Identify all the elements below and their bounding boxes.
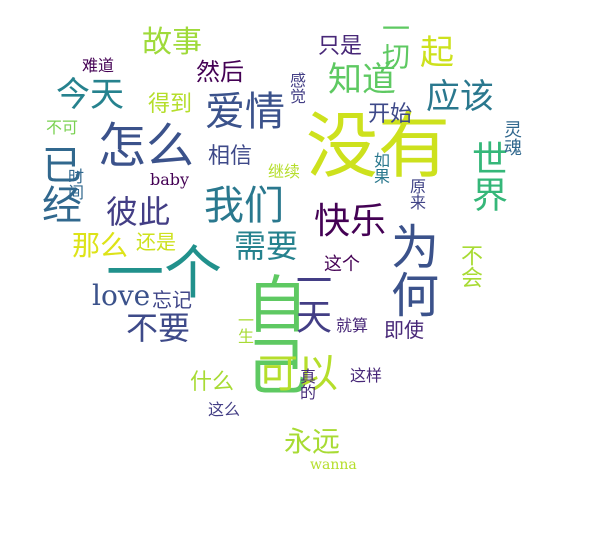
word-zhishi: 只是 — [318, 34, 363, 59]
word-shenme: 什么 — [190, 370, 235, 395]
word-baby: baby — [150, 170, 190, 189]
word-buyao: 不要 — [126, 309, 191, 347]
word-yuanlai: 原来 — [407, 178, 426, 210]
word-ruguo: 如果 — [371, 152, 390, 184]
word-meiyou: 没有 — [306, 104, 451, 188]
word-zheyang: 这样 — [350, 366, 383, 385]
word-kaishi: 开始 — [368, 102, 413, 127]
word-weihe: 为何 — [382, 222, 438, 318]
word-qi: 起 — [420, 33, 454, 73]
word-jixu: 继续 — [268, 162, 301, 181]
word-aiqing: 爱情 — [205, 89, 285, 135]
word-zhege: 这个 — [324, 254, 360, 275]
word-keyi: 可以 — [258, 351, 338, 397]
word-bici: 彼此 — [106, 193, 171, 231]
word-xiangxin: 相信 — [208, 144, 253, 169]
word-dedao: 得到 — [148, 92, 193, 117]
word-name: 那么 — [72, 229, 129, 262]
word-yige: 一个 — [106, 239, 223, 307]
word-gushi: 故事 — [142, 25, 202, 60]
word-buhui: 不会 — [457, 244, 482, 288]
word-yiqie: 一切 — [378, 14, 411, 70]
word-ranhou: 然后 — [196, 58, 244, 86]
word-jintian: 今天 — [56, 75, 124, 115]
word-yijing: 已经 — [35, 144, 81, 224]
word-haishi: 还是 — [136, 230, 176, 254]
word-zenme: 怎么 — [98, 118, 195, 174]
word-yongyuan: 永远 — [284, 425, 341, 458]
word-zhidao: 知道 — [328, 60, 396, 100]
word-ziji: 自己 — [235, 272, 308, 396]
word-love: love — [92, 279, 151, 312]
word-shijian: 时间 — [65, 168, 84, 200]
word-yisheng: 一生 — [235, 312, 254, 344]
word-women: 我们 — [204, 183, 284, 229]
word-nandao: 难道 — [82, 56, 115, 75]
word-yinggai: 应该 — [426, 77, 494, 117]
word-kuaile: 快乐 — [314, 201, 387, 242]
word-jishi: 即使 — [384, 318, 424, 342]
word-wanna: wanna — [310, 457, 357, 473]
word-zhende: 真的 — [297, 368, 316, 400]
word-xuyao: 需要 — [234, 227, 299, 265]
word-linghun: 灵魂 — [501, 120, 522, 156]
word-buke: 不可 — [46, 118, 79, 137]
word-yitian: 一天 — [290, 262, 331, 334]
word-ganjue: 感觉 — [287, 72, 306, 104]
word-shijie: 世界 — [466, 140, 507, 212]
word-jiusuan: 就算 — [336, 316, 369, 335]
word-wangji: 忘记 — [152, 288, 192, 312]
word-zheme: 这么 — [208, 400, 241, 419]
